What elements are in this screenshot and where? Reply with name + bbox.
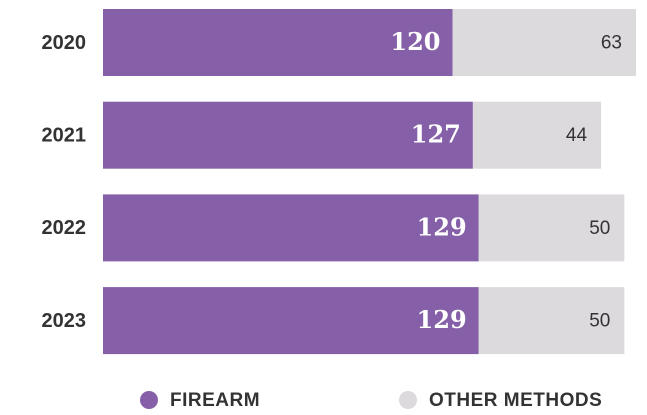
value-label: 50 xyxy=(589,311,610,332)
y-tick-label: 2020 xyxy=(42,32,87,54)
y-tick-label: 2023 xyxy=(42,310,87,332)
value-label: 129 xyxy=(417,305,467,334)
y-tick-label: 2021 xyxy=(42,124,87,146)
bar-segment xyxy=(478,287,625,355)
legend-swatch xyxy=(140,391,158,409)
legend-label: FIREARM xyxy=(170,390,260,411)
legend-swatch xyxy=(399,391,417,409)
bar-segment xyxy=(103,287,479,355)
bar-segment xyxy=(452,9,636,76)
value-label: 50 xyxy=(589,218,610,239)
bar-segment xyxy=(103,194,479,262)
legend-label: OTHER METHODS xyxy=(429,390,602,411)
bar-segment xyxy=(478,194,625,262)
value-label: 63 xyxy=(601,33,622,54)
y-tick-label: 2022 xyxy=(42,217,87,239)
value-label: 44 xyxy=(566,125,588,146)
bar-segment xyxy=(472,101,602,169)
bar-segment xyxy=(103,9,453,76)
bar-segment xyxy=(103,101,473,169)
value-label: 127 xyxy=(411,120,461,149)
value-label: 120 xyxy=(390,27,440,56)
value-label: 129 xyxy=(417,212,467,241)
